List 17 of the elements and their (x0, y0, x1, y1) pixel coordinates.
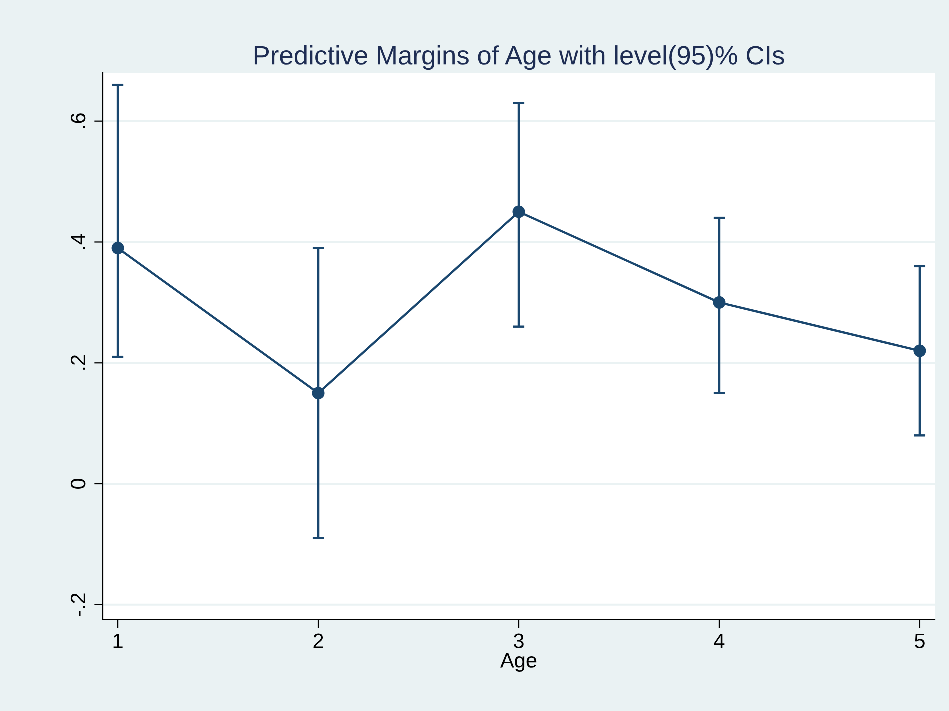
point (713, 296, 726, 309)
x-axis-title: Age (500, 653, 537, 672)
y-tick-label: 0 (70, 479, 86, 489)
point (914, 344, 926, 358)
chart-title: Predictive Margins of Age with level(95)% CIs (254, 46, 784, 70)
x-tick-label: 5 (915, 634, 925, 648)
y-tick-label: .4 (71, 234, 86, 250)
point (312, 387, 325, 400)
x-tick-label: 1 (114, 634, 123, 648)
point (112, 242, 124, 255)
point (512, 206, 526, 218)
x-tick-label: 3 (514, 634, 524, 648)
x-tick-label: 4 (714, 634, 725, 648)
y-tick-label: .2 (70, 355, 86, 370)
y-tick-label: -.2 (70, 594, 86, 616)
x-tick-label: 2 (314, 634, 324, 648)
y-tick-label: .6 (70, 114, 86, 128)
